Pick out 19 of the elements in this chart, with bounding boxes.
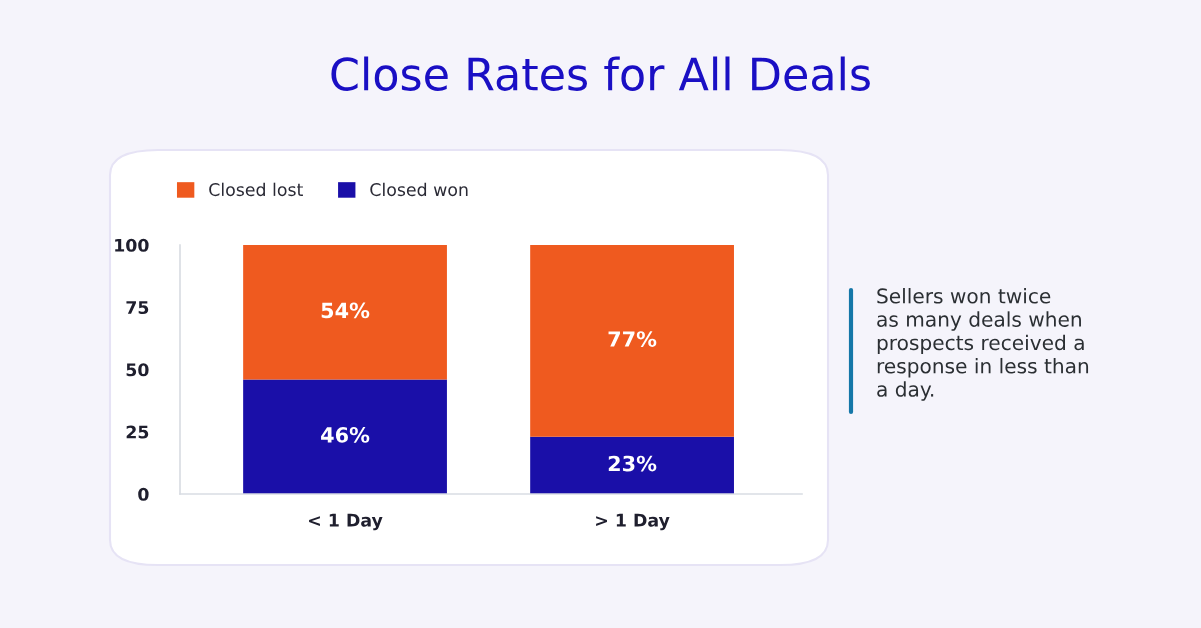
data-label: 23% — [608, 455, 657, 472]
x-tick-label: < 1 Day — [309, 513, 383, 531]
text: Sellers won twice as many deals when prospects received a response in less than a day. — [877, 288, 1089, 401]
bar — [530, 245, 734, 437]
y-tick-label: 0 — [138, 487, 149, 501]
y-tick-label: 25 — [126, 425, 149, 439]
y-tick-label: 50 — [126, 363, 149, 377]
legend-label: Closed won — [370, 182, 468, 197]
legend-label: Closed lost — [209, 182, 303, 197]
y-tick-label: 75 — [126, 301, 149, 315]
bar — [530, 436, 734, 494]
data-label: 54% — [321, 302, 370, 319]
data-label: 77% — [608, 331, 657, 347]
chart-title: Close Rates for All Deals — [331, 56, 870, 91]
data-label: 46% — [321, 427, 370, 443]
bar — [243, 379, 447, 494]
bar — [243, 245, 447, 380]
x-tick-label: > 1 Day — [596, 513, 670, 531]
y-tick-label: 100 — [115, 238, 149, 252]
